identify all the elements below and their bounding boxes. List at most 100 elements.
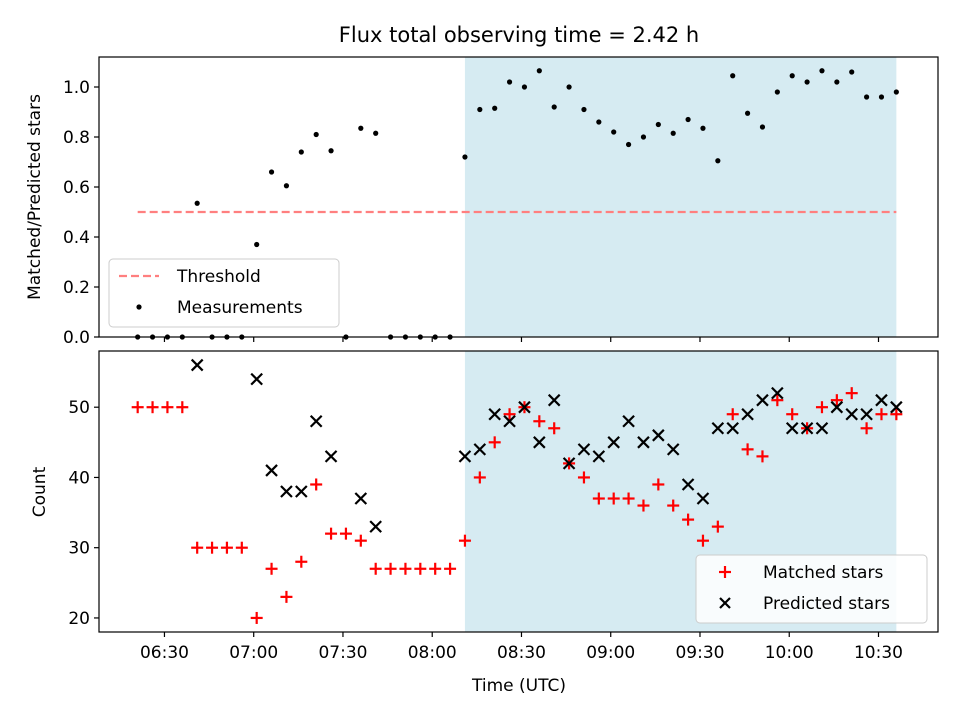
measurement-point (373, 130, 379, 136)
x-tick-label: 09:30 (675, 643, 724, 663)
measurement-point (536, 68, 542, 74)
measurement-point (819, 68, 825, 74)
matched-star-point (295, 555, 308, 568)
matched-star-point (384, 562, 397, 575)
predicted-star-point (309, 414, 323, 428)
matched-star-point (503, 408, 516, 421)
matched-star-point (533, 415, 546, 428)
predicted-star-point (488, 407, 501, 421)
top-y-tick-label: 0.4 (63, 228, 90, 248)
matched-star-point (161, 401, 174, 414)
top-y-axis-label: Matched/Predicted stars (25, 94, 45, 300)
bottom-y-tick-label: 40 (68, 468, 90, 488)
measurement-point (730, 73, 736, 79)
predicted-star-point (830, 400, 844, 414)
matched-star-point (191, 541, 204, 554)
matched-star-point (875, 408, 888, 421)
measurement-point (640, 134, 647, 140)
x-tick-label: 08:00 (408, 643, 457, 663)
measurement-point (670, 130, 676, 136)
top-y-tick-label: 0.0 (63, 328, 90, 348)
matched-star-point (592, 492, 605, 505)
matched-star-point (652, 478, 665, 491)
bottom-legend: Matched stars Predicted stars (695, 554, 928, 624)
measurement-point (521, 84, 528, 90)
top-shaded-region (464, 57, 897, 337)
chart-title: Flux total observing time = 2.42 h (339, 23, 699, 47)
predicted-star-point (860, 407, 873, 421)
matched-star-point (146, 401, 159, 414)
predicted-star-point (681, 478, 695, 491)
measurement-point (462, 154, 468, 160)
measurement-point (611, 129, 617, 135)
matched-star-point (488, 436, 501, 449)
measurement-point (655, 121, 661, 128)
predicted-star-point (815, 421, 829, 435)
bottom-y-tick-label: 30 (68, 539, 90, 559)
bottom-panel: 20 30 40 50 06:30 07:00 07:30 08:00 08:30 09:00 0… (30, 350, 939, 696)
predicted-star-point (696, 492, 710, 505)
predicted-star-point (607, 436, 620, 449)
predicted-star-point (666, 443, 680, 456)
predicted-star-point (741, 407, 754, 421)
top-panel: 0.0 0.2 0.4 0.6 0.8 1.0 Matched/Predicted sta… (25, 56, 939, 348)
predicted-star-point (533, 436, 546, 449)
measurement-point (328, 148, 334, 154)
measurement-point (358, 125, 364, 131)
matched-star-point (280, 590, 293, 603)
measurement-point (268, 169, 275, 175)
legend-predicted-swatch (719, 597, 731, 609)
matched-star-point (354, 534, 367, 547)
matched-star-point (250, 611, 263, 624)
matched-star-point (235, 541, 248, 554)
predicted-star-point (547, 393, 561, 407)
predicted-star-point (577, 443, 591, 456)
legend-matched-swatch (719, 566, 731, 578)
predicted-star-point (190, 358, 204, 372)
matched-star-point (131, 401, 144, 414)
predicted-star-point (295, 485, 308, 498)
predicted-star-point (324, 450, 338, 463)
x-tick-label: 08:30 (497, 643, 546, 663)
matched-star-point (771, 394, 784, 407)
matched-star-point (607, 492, 620, 505)
matched-star-point (176, 401, 189, 414)
measurement-point (194, 200, 200, 206)
matched-star-point (369, 562, 382, 575)
measurement-point (849, 69, 855, 75)
measurement-point (298, 149, 304, 155)
x-tick-label: 10:00 (765, 643, 814, 663)
top-legend: Threshold Measurements (108, 258, 340, 328)
measurement-point (283, 183, 290, 189)
matched-star-point (414, 562, 427, 575)
matched-star-point (265, 562, 278, 575)
predicted-star-point (458, 450, 472, 463)
measurement-point (774, 89, 780, 95)
bottom-y-tick-label: 50 (68, 398, 90, 418)
bottom-axes-frame (98, 350, 939, 633)
matched-star-point (786, 408, 799, 421)
measurement-point (566, 84, 572, 90)
legend-measurements-label: Measurements (177, 298, 303, 318)
measurement-point (596, 119, 602, 125)
predicted-star-point (785, 421, 799, 435)
matched-star-point (726, 408, 739, 421)
measurement-point (551, 104, 557, 110)
predicted-star-point (756, 393, 769, 407)
x-tick-label: 09:00 (586, 643, 635, 663)
matched-star-point (756, 450, 769, 463)
matched-star-point (622, 492, 635, 505)
measurement-point (581, 106, 587, 113)
matched-star-point (206, 541, 219, 554)
predicted-star-point (622, 414, 635, 428)
matched-star-point (325, 527, 338, 540)
measurement-point (804, 79, 810, 85)
predicted-star-point (503, 414, 516, 428)
predicted-star-point (354, 492, 368, 505)
predicted-star-point (473, 443, 487, 456)
matched-star-point (220, 541, 233, 554)
measurement-point (744, 110, 751, 116)
legend-threshold-label: Threshold (176, 267, 261, 287)
x-axis-label: Time (UTC) (471, 676, 566, 696)
